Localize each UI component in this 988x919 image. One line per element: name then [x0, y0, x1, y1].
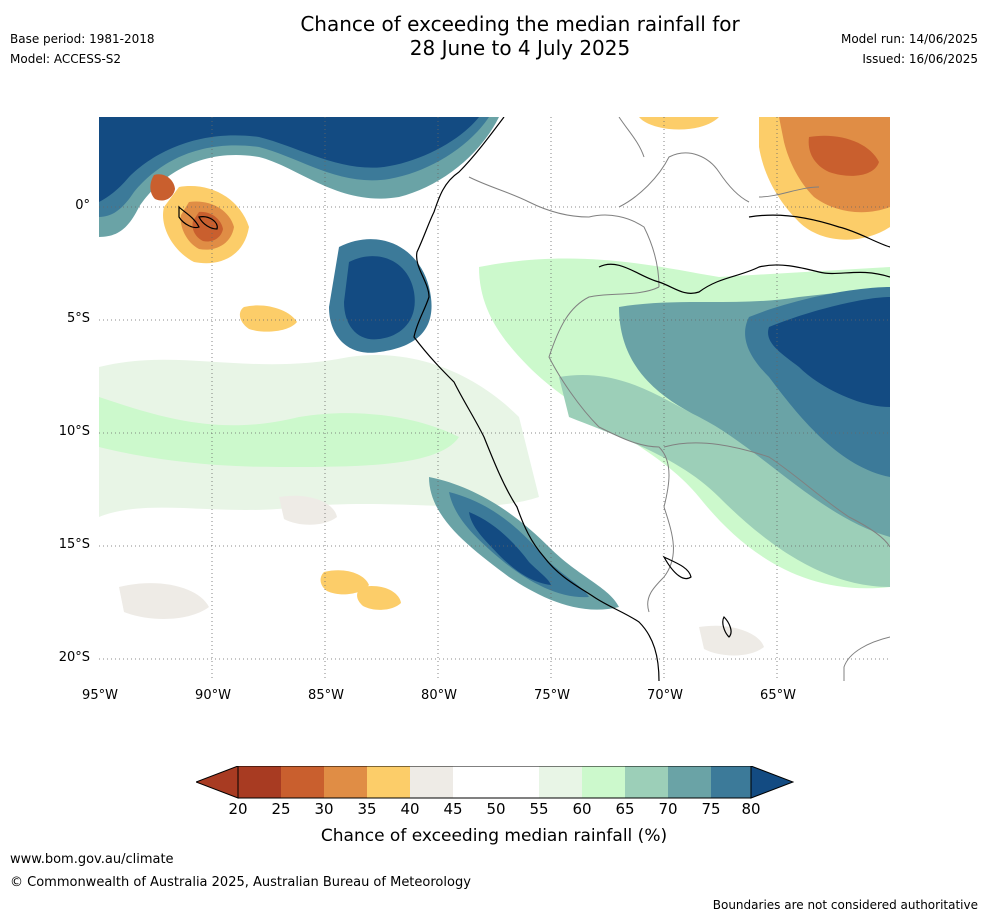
map-canvas: [99, 117, 890, 681]
lat-label-20s: 20°S: [58, 650, 90, 665]
map-title: Chance of exceeding the median rainfall …: [0, 12, 988, 60]
colorbar-swatch-50-55: [496, 766, 539, 798]
colorbar-tick-60: 60: [572, 800, 592, 818]
title-line-1: Chance of exceeding the median rainfall …: [300, 12, 740, 36]
footer-copyright: © Commonwealth of Australia 2025, Austra…: [10, 875, 471, 890]
meta-left: Base period: 1981-2018 Model: ACCESS-S2: [10, 29, 155, 69]
colorbar-tick-35: 35: [357, 800, 377, 818]
colorbar-swatch-75-80: [711, 766, 751, 798]
probability-shading: [99, 117, 890, 656]
colorbar-swatch-40-45: [410, 766, 453, 798]
lon-label-90w: 90°W: [195, 688, 231, 703]
colorbar-swatch-30-35: [324, 766, 367, 798]
title-line-2: 28 June to 4 July 2025: [409, 36, 631, 60]
colorbar-tick-80: 80: [741, 800, 761, 818]
country-boundaries: [468, 117, 890, 681]
colorbar-label: Chance of exceeding median rainfall (%): [320, 826, 668, 846]
colorbar-swatch-25-30: [281, 766, 324, 798]
colorbar-tick-45: 45: [443, 800, 463, 818]
probability-map: [99, 117, 890, 681]
lon-label-65w: 65°W: [760, 688, 796, 703]
model-text: Model: ACCESS-S2: [10, 52, 122, 66]
colorbar: [196, 766, 794, 799]
colorbar-tick-50: 50: [486, 800, 506, 818]
colorbar-swatch-20-25: [238, 766, 281, 798]
base-period-text: Base period: 1981-2018: [10, 32, 155, 46]
colorbar-swatch-35-40: [367, 766, 410, 798]
colorbar-tick-70: 70: [658, 800, 678, 818]
lon-label-75w: 75°W: [534, 688, 570, 703]
lat-label-0: 0°: [75, 198, 90, 213]
colorbar-tick-40: 40: [400, 800, 420, 818]
lon-label-95w: 95°W: [82, 688, 118, 703]
lat-label-10s: 10°S: [58, 424, 90, 439]
footer-url[interactable]: www.bom.gov.au/climate: [10, 852, 174, 867]
colorbar-low-arrow: [196, 766, 239, 799]
colorbar-tick-55: 55: [529, 800, 549, 818]
colorbar-swatch-65-70: [625, 766, 668, 798]
lat-label-5s: 5°S: [66, 311, 90, 326]
lon-label-85w: 85°W: [308, 688, 344, 703]
colorbar-tick-65: 65: [615, 800, 635, 818]
issued-text: Issued: 16/06/2025: [862, 52, 978, 66]
footer-disclaimer: Boundaries are not considered authoritat…: [712, 898, 978, 912]
colorbar-swatch-45-50: [453, 766, 496, 798]
colorbar-tick-30: 30: [314, 800, 334, 818]
meta-right: Model run: 14/06/2025 Issued: 16/06/2025: [841, 29, 978, 69]
colorbar-outline: [237, 766, 752, 799]
lat-label-15s: 15°S: [58, 537, 90, 552]
model-run-text: Model run: 14/06/2025: [840, 32, 978, 46]
colorbar-tick-75: 75: [701, 800, 721, 818]
colorbar-tick-20: 20: [228, 800, 248, 818]
colorbar-high-arrow: [750, 766, 794, 799]
colorbar-swatch-60-65: [582, 766, 625, 798]
colorbar-swatch-55-60: [539, 766, 582, 798]
lon-label-70w: 70°W: [647, 688, 683, 703]
colorbar-swatch-70-75: [668, 766, 711, 798]
lon-label-80w: 80°W: [421, 688, 457, 703]
coastline: [178, 117, 890, 681]
colorbar-tick-25: 25: [271, 800, 291, 818]
